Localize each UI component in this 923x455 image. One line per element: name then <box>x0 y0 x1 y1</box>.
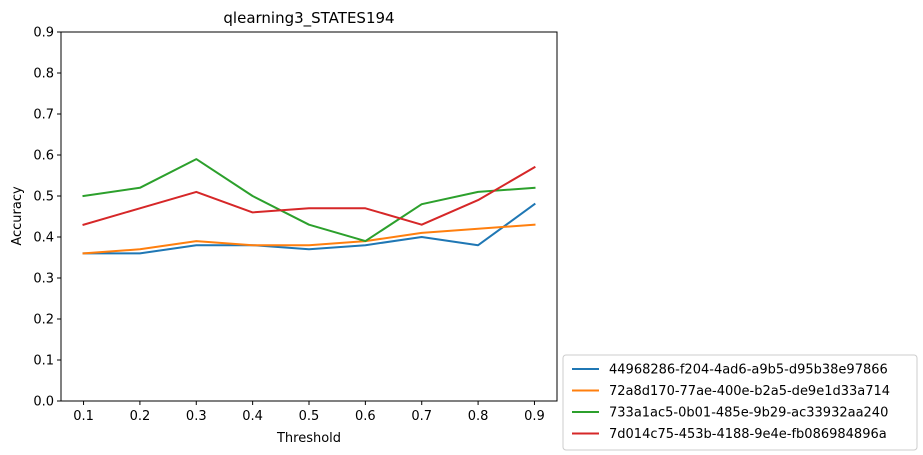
y-tick-label: 0.1 <box>33 354 54 369</box>
y-tick-label: 0.0 <box>33 395 54 410</box>
y-axis-ticks: 0.0 0.1 0.2 0.3 0.4 0.5 0.6 0.7 0.8 0.9 <box>33 26 61 410</box>
x-tick-label: 0.1 <box>73 409 94 424</box>
x-tick-label: 0.6 <box>355 409 376 424</box>
y-tick-label: 0.6 <box>33 149 54 164</box>
x-axis-label: Threshold <box>276 431 341 446</box>
legend-label-4: 7d014c75-453b-4188-9e4e-fb086984896a <box>609 427 887 442</box>
x-tick-label: 0.2 <box>130 409 151 424</box>
y-tick-label: 0.5 <box>33 190 54 205</box>
x-tick-label: 0.9 <box>524 409 545 424</box>
y-tick-label: 0.4 <box>33 231 54 246</box>
x-tick-label: 0.7 <box>411 409 432 424</box>
x-tick-label: 0.5 <box>299 409 320 424</box>
legend-box <box>562 354 918 451</box>
legend: 44968286-f204-4ad6-a9b5-d95b38e97866 72a8… <box>562 354 918 451</box>
series-lines <box>82 158 536 255</box>
y-tick-label: 0.9 <box>33 26 54 41</box>
legend-label-3: 733a1ac5-0b01-485e-9b29-ac33932aa240 <box>609 406 888 421</box>
series-line-1 <box>82 202 536 255</box>
y-tick-label: 0.8 <box>33 67 54 82</box>
x-tick-label: 0.4 <box>242 409 263 424</box>
series-line-3 <box>82 158 536 243</box>
y-tick-label: 0.2 <box>33 313 54 328</box>
series-line-2 <box>82 223 536 255</box>
series-line-4 <box>82 165 536 226</box>
y-tick-label: 0.3 <box>33 272 54 287</box>
x-tick-label: 0.8 <box>468 409 489 424</box>
plot-frame <box>60 31 558 402</box>
y-axis-label: Accuracy <box>10 186 25 246</box>
x-tick-label: 0.3 <box>186 409 207 424</box>
legend-label-2: 72a8d170-77ae-400e-b2a5-de9e1d33a714 <box>609 384 890 399</box>
legend-label-1: 44968286-f204-4ad6-a9b5-d95b38e97866 <box>609 363 888 378</box>
x-axis-ticks: 0.1 0.2 0.3 0.4 0.5 0.6 0.7 0.8 0.9 <box>73 401 545 424</box>
y-tick-label: 0.7 <box>33 108 54 123</box>
chart-title: qlearning3_STATES194 <box>223 9 394 28</box>
